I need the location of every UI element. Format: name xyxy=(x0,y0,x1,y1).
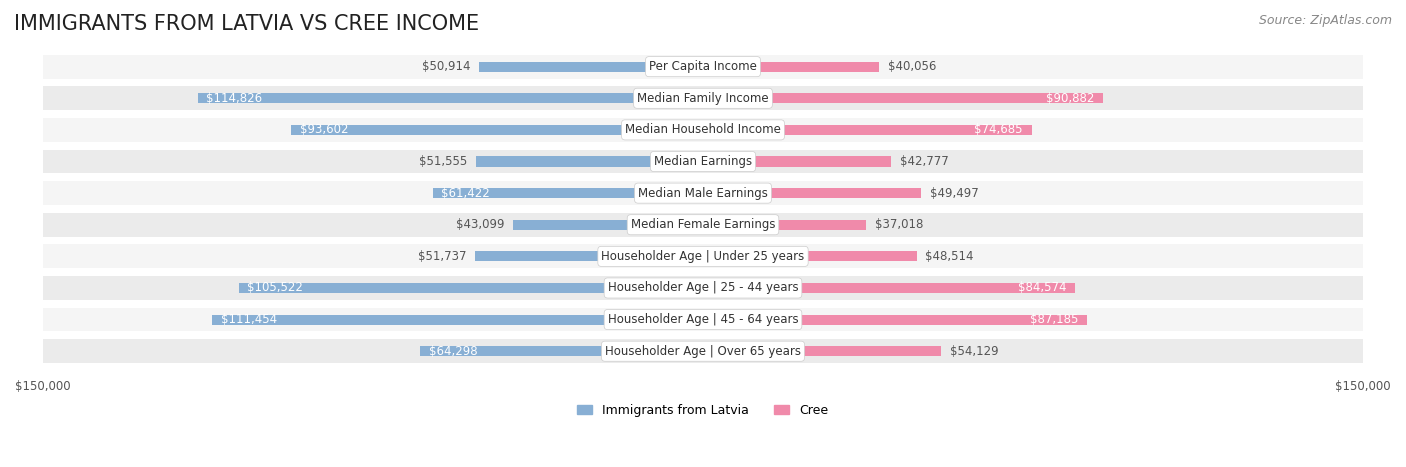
Bar xyxy=(703,125,1032,135)
Text: Householder Age | Over 65 years: Householder Age | Over 65 years xyxy=(605,345,801,358)
Text: $105,522: $105,522 xyxy=(247,282,304,295)
Bar xyxy=(703,315,1087,325)
Text: $48,514: $48,514 xyxy=(925,250,974,263)
Bar xyxy=(291,125,703,135)
Bar xyxy=(42,55,1364,78)
Legend: Immigrants from Latvia, Cree: Immigrants from Latvia, Cree xyxy=(572,399,834,422)
Text: IMMIGRANTS FROM LATVIA VS CREE INCOME: IMMIGRANTS FROM LATVIA VS CREE INCOME xyxy=(14,14,479,34)
Bar xyxy=(42,181,1364,205)
Text: $111,454: $111,454 xyxy=(221,313,277,326)
Bar xyxy=(42,308,1364,332)
Text: $37,018: $37,018 xyxy=(875,218,924,231)
Text: Median Household Income: Median Household Income xyxy=(626,123,780,136)
Bar xyxy=(433,188,703,198)
Text: Median Female Earnings: Median Female Earnings xyxy=(631,218,775,231)
Text: $50,914: $50,914 xyxy=(422,60,470,73)
Bar xyxy=(513,219,703,230)
Text: Median Family Income: Median Family Income xyxy=(637,92,769,105)
Bar xyxy=(479,62,703,72)
Bar xyxy=(42,86,1364,110)
Bar xyxy=(703,62,879,72)
Text: Median Male Earnings: Median Male Earnings xyxy=(638,187,768,199)
Bar xyxy=(42,149,1364,173)
Bar xyxy=(42,118,1364,142)
Text: $51,737: $51,737 xyxy=(418,250,467,263)
Text: $90,882: $90,882 xyxy=(1046,92,1094,105)
Bar xyxy=(42,340,1364,363)
Bar xyxy=(477,156,703,167)
Text: Householder Age | 45 - 64 years: Householder Age | 45 - 64 years xyxy=(607,313,799,326)
Text: $43,099: $43,099 xyxy=(456,218,505,231)
Text: Source: ZipAtlas.com: Source: ZipAtlas.com xyxy=(1258,14,1392,27)
Text: $64,298: $64,298 xyxy=(429,345,478,358)
Bar xyxy=(703,219,866,230)
Text: $61,422: $61,422 xyxy=(441,187,491,199)
Bar xyxy=(198,93,703,103)
Bar xyxy=(475,251,703,262)
Bar xyxy=(703,283,1076,293)
Text: $93,602: $93,602 xyxy=(299,123,349,136)
Bar xyxy=(703,188,921,198)
Text: $51,555: $51,555 xyxy=(419,155,467,168)
Bar xyxy=(42,213,1364,237)
Text: $84,574: $84,574 xyxy=(1018,282,1066,295)
Text: $54,129: $54,129 xyxy=(950,345,998,358)
Text: Median Earnings: Median Earnings xyxy=(654,155,752,168)
Text: Householder Age | 25 - 44 years: Householder Age | 25 - 44 years xyxy=(607,282,799,295)
Bar xyxy=(212,315,703,325)
Text: $40,056: $40,056 xyxy=(889,60,936,73)
Text: $42,777: $42,777 xyxy=(900,155,949,168)
Bar xyxy=(703,346,941,356)
Text: Householder Age | Under 25 years: Householder Age | Under 25 years xyxy=(602,250,804,263)
Bar xyxy=(42,245,1364,268)
Text: Per Capita Income: Per Capita Income xyxy=(650,60,756,73)
Text: $114,826: $114,826 xyxy=(207,92,263,105)
Text: $74,685: $74,685 xyxy=(974,123,1024,136)
Bar xyxy=(703,156,891,167)
Bar xyxy=(420,346,703,356)
Text: $87,185: $87,185 xyxy=(1029,313,1078,326)
Bar xyxy=(239,283,703,293)
Bar xyxy=(42,276,1364,300)
Bar xyxy=(703,93,1102,103)
Text: $49,497: $49,497 xyxy=(929,187,979,199)
Bar xyxy=(703,251,917,262)
